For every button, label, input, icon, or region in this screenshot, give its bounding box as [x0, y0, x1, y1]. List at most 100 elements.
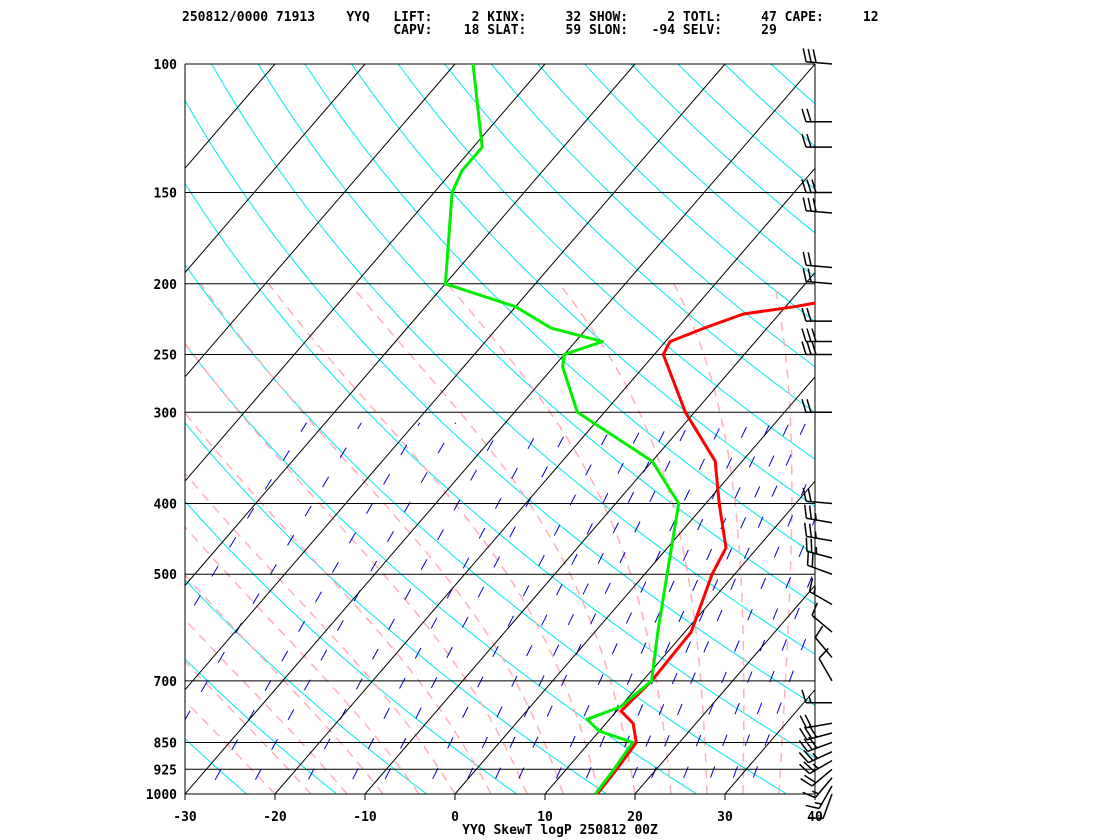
isotherm-line [544, 480, 815, 794]
wind-barb-staff [806, 517, 833, 524]
moist-adiabat-line [773, 283, 793, 794]
wind-barb-staff [806, 535, 833, 542]
wind-barb-feather [806, 133, 812, 148]
wind-barb-feather [808, 523, 813, 538]
wind-barb-feather [802, 251, 807, 266]
wind-barb [802, 487, 833, 505]
wind-barb-feather [803, 749, 814, 762]
wind-barb-feather [812, 198, 817, 212]
pressure-tick-label: 1000 [146, 788, 177, 803]
wind-barb-feather [808, 578, 814, 592]
wind-barb-feather [812, 49, 817, 63]
wind-barb-feather [814, 625, 824, 638]
isotherm-line [724, 688, 815, 794]
moist-adiabat-line [200, 283, 564, 794]
isotherm-line [274, 167, 815, 794]
isotherm-line [185, 64, 815, 794]
mixing-ratio-line [676, 463, 815, 794]
isotherm-line [185, 64, 276, 170]
wind-barb-half-feather [808, 696, 812, 704]
wind-barb-feather [811, 553, 814, 568]
dry-adiabat-line [490, 64, 815, 368]
wind-barb-feather [803, 522, 808, 537]
dry-adiabat-line [537, 64, 815, 323]
dry-adiabat-line [444, 64, 815, 414]
wind-barb [805, 785, 833, 810]
dry-adiabat-line [185, 422, 608, 794]
dry-adiabat-line [257, 64, 815, 605]
wind-barb-feather [801, 689, 807, 704]
wind-barb-half-feather [812, 763, 819, 770]
pressure-tick-label: 150 [154, 187, 178, 202]
wind-barb-feather [803, 738, 813, 751]
isotherm-line [185, 64, 546, 482]
wind-barb-feather [806, 399, 812, 413]
wind-barb-feather [807, 252, 812, 266]
wind-barb-feather [803, 761, 815, 772]
wind-barb-feather [802, 48, 807, 62]
mixing-ratio-line [746, 613, 815, 794]
wind-barb-half-feather [811, 790, 819, 795]
wind-barb [808, 578, 833, 606]
wind-barb-feather [801, 399, 807, 413]
wind-barb [802, 251, 833, 269]
wind-barb-staff [818, 658, 833, 682]
wind-barb-feather [807, 488, 812, 502]
mixing-ratio-line [300, 422, 504, 794]
dry-adiabat-line [630, 64, 815, 234]
wind-barb-feather [806, 551, 810, 566]
temperature-tick-label: 10 [537, 810, 553, 825]
temperature-tick-label: -20 [263, 810, 287, 825]
pressure-tick-label: 850 [154, 736, 178, 751]
wind-barb [798, 749, 833, 764]
temperature-tick-label: 20 [627, 810, 643, 825]
dry-adiabat-line [185, 738, 248, 794]
wind-barb-feather [801, 328, 807, 342]
moist-adiabat-line [185, 525, 420, 794]
sounding-profiles [443, 64, 815, 794]
isotherm-line [0, 64, 5, 794]
pressure-tick-label: 250 [154, 348, 178, 363]
wind-barb-feather [811, 179, 817, 193]
wind-barb-feather [811, 341, 817, 355]
mixing-ratio-line [487, 422, 670, 794]
wind-barb [806, 551, 833, 575]
wind-barbs [798, 48, 833, 820]
wind-barb-staff [814, 637, 833, 658]
wind-barb-staff [808, 750, 833, 764]
pressure-tick-label: 300 [154, 406, 178, 421]
dry-adiabat-line [185, 99, 815, 706]
wind-barb [801, 179, 832, 194]
wind-barb-feather [807, 197, 812, 212]
wind-barb-feather [799, 727, 808, 741]
wind-barb [802, 268, 833, 285]
wind-barb-staff [806, 209, 833, 214]
wind-barb [803, 522, 833, 542]
isotherm-line [185, 64, 366, 274]
wind-barb-feather [808, 505, 813, 520]
wind-barb [799, 759, 833, 775]
moist-adiabat-line [185, 472, 456, 794]
background-lines [0, 64, 815, 794]
wind-barb-feather [806, 179, 812, 193]
wind-barb-half-feather [814, 513, 817, 521]
wind-barb-feather [801, 108, 807, 123]
wind-barb-feather [802, 197, 807, 211]
wind-barb [801, 108, 832, 123]
mixing-ratio-line [206, 422, 421, 794]
isotherm-line [185, 64, 726, 691]
wind-barb-feather [801, 133, 807, 148]
isotherm-line [814, 793, 815, 794]
mixing-ratio-line [185, 422, 308, 622]
mixing-ratio-line [579, 422, 749, 794]
mixing-ratio-line [511, 422, 690, 794]
mixing-ratio-line [377, 422, 572, 794]
wind-barb [802, 48, 833, 65]
wind-barb-feather [807, 268, 812, 283]
wind-barb-feather [800, 777, 813, 787]
wind-barb-feather [801, 179, 807, 193]
wind-barb [799, 714, 833, 729]
temperature-tick-label: -30 [173, 810, 197, 825]
temperature-tick-label: -10 [353, 810, 377, 825]
